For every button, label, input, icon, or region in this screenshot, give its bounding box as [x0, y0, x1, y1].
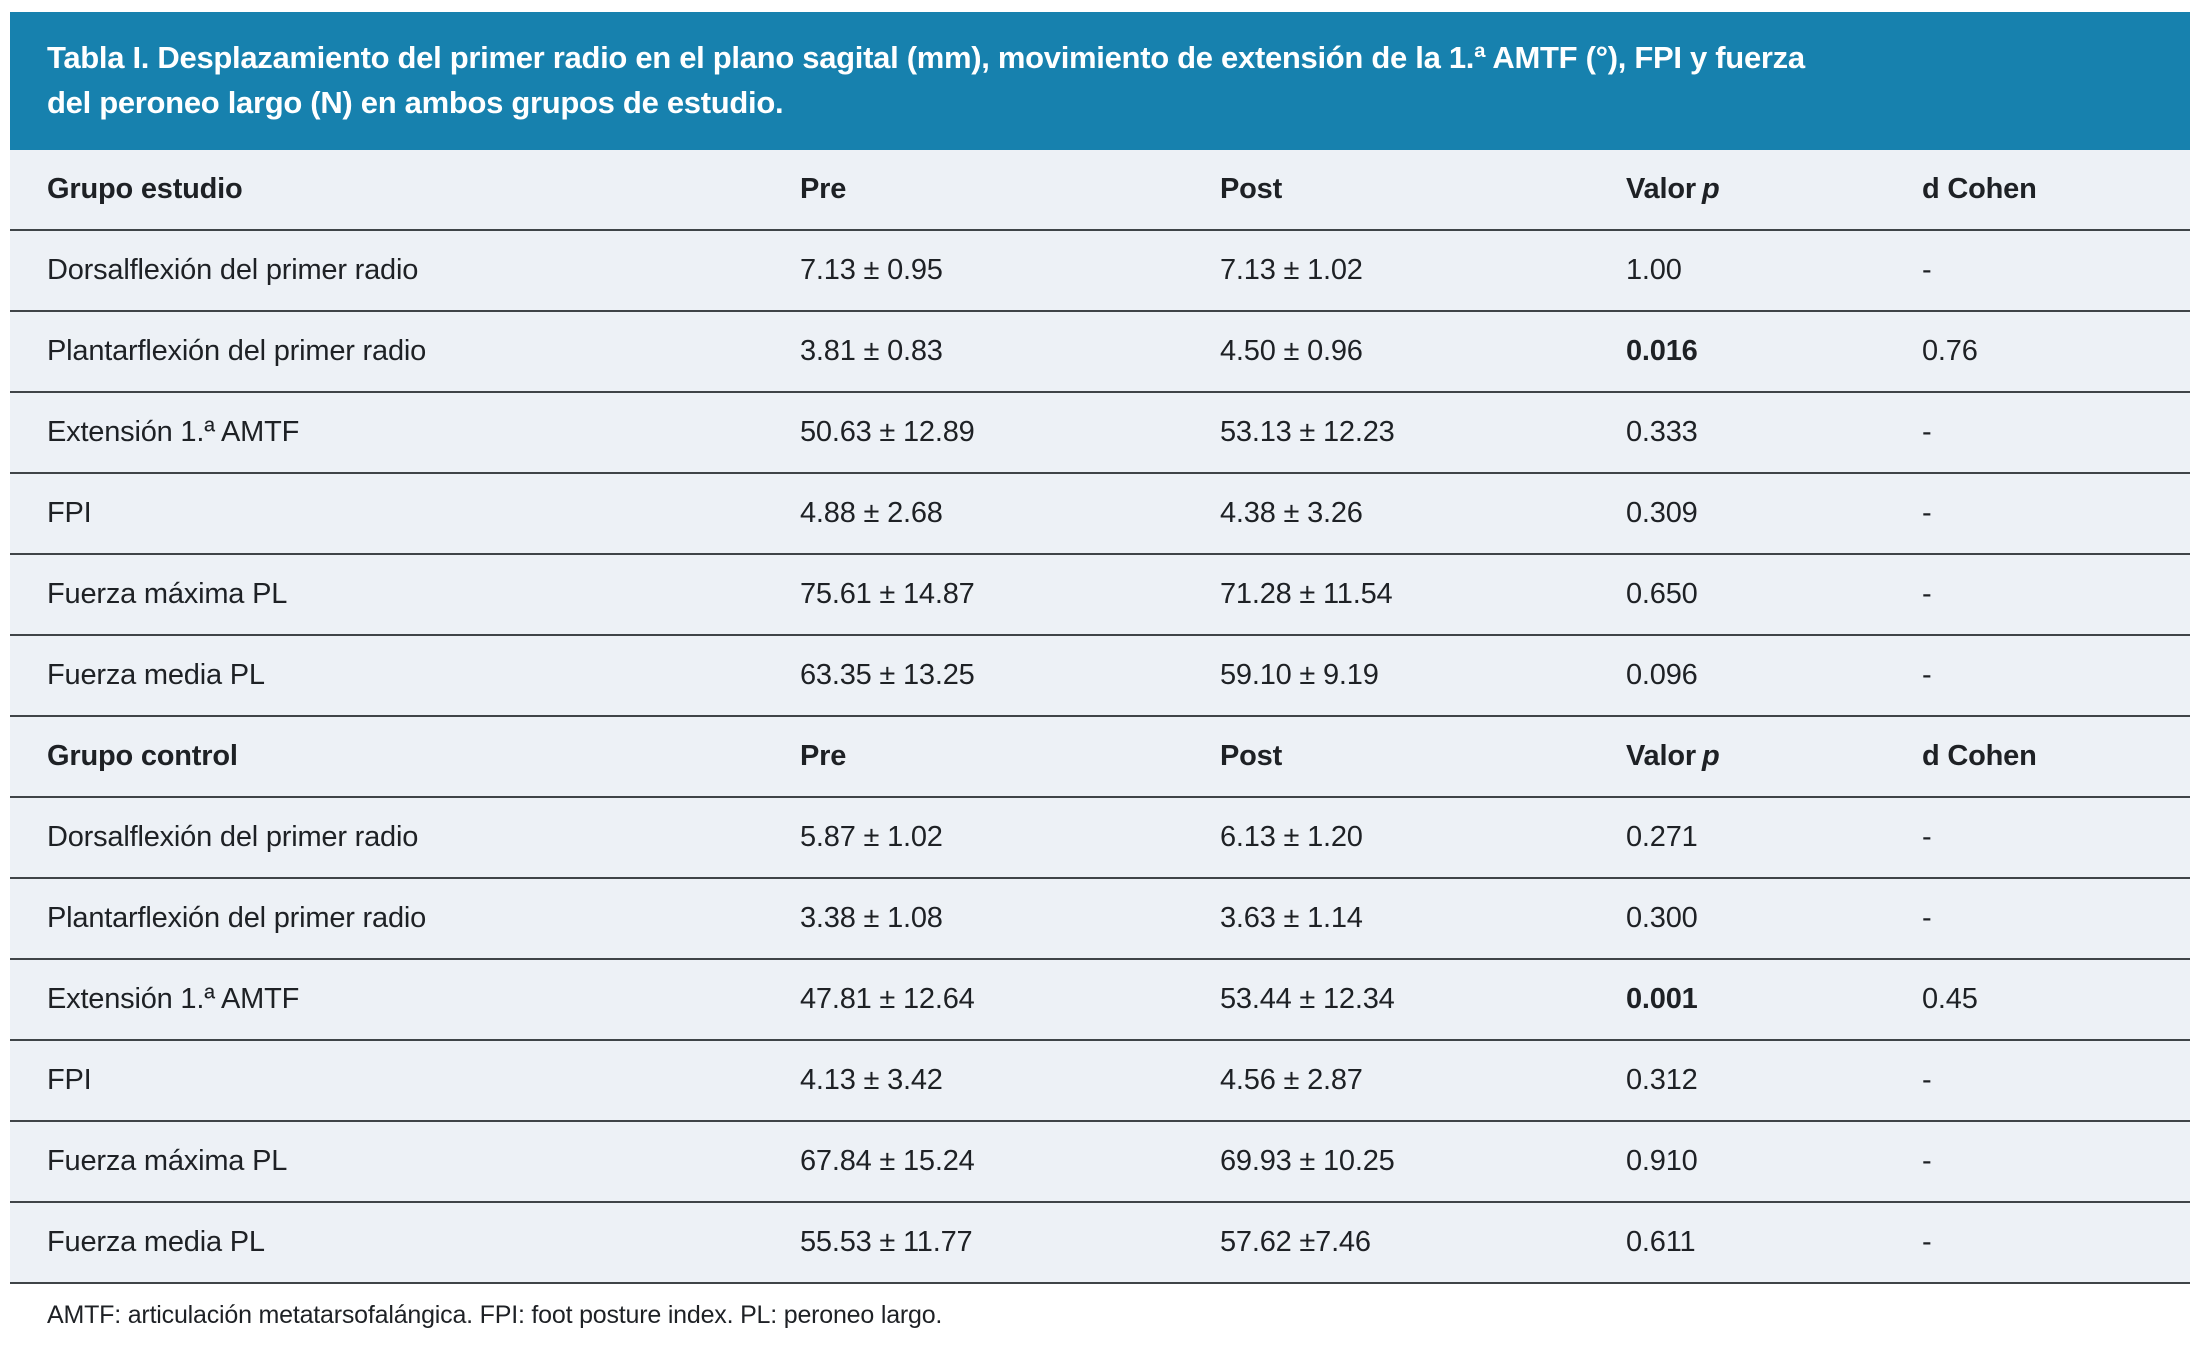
pre-value-cell: 63.35 ± 13.25	[800, 659, 975, 691]
p-value-cell: 0.910	[1626, 1145, 1698, 1177]
table-row: FPI 4.88 ± 2.68 4.38 ± 3.26 0.309 -	[10, 474, 2190, 555]
post-value-cell: 6.13 ± 1.20	[1220, 821, 1363, 853]
variable-name-cell: Extensión 1.ª AMTF	[47, 983, 300, 1015]
col-header-valor-p: Valor p	[1626, 740, 1922, 773]
post-value-cell: 53.13 ± 12.23	[1220, 416, 1395, 448]
table-title-line2: del peroneo largo (N) en ambos grupos de…	[47, 85, 784, 120]
table-row: FPI 4.13 ± 3.42 4.56 ± 2.87 0.312 -	[10, 1041, 2190, 1122]
group-header-row: Grupo control Pre Post Valor p d Cohen	[10, 717, 2190, 798]
variable-name-cell: Dorsalflexión del primer radio	[47, 254, 419, 286]
variable-name-cell: Plantarflexión del primer radio	[47, 902, 427, 934]
col-header-pre: Pre	[800, 740, 847, 772]
table-row: Extensión 1.ª AMTF 47.81 ± 12.64 53.44 ±…	[10, 960, 2190, 1041]
table-title-band: Tabla I. Desplazamiento del primer radio…	[10, 12, 2190, 150]
table-row: Fuerza media PL 55.53 ± 11.77 57.62 ±7.4…	[10, 1203, 2190, 1284]
pre-value-cell: 47.81 ± 12.64	[800, 983, 975, 1015]
variable-name-cell: FPI	[47, 1064, 92, 1096]
variable-name-cell: Fuerza media PL	[47, 659, 265, 691]
col-header-post: Post	[1220, 740, 1283, 772]
d-cohen-value-cell: -	[1922, 902, 1932, 934]
variable-name-cell: Fuerza máxima PL	[47, 578, 288, 610]
p-value-cell: 0.312	[1626, 1064, 1698, 1096]
table-row: Fuerza media PL 63.35 ± 13.25 59.10 ± 9.…	[10, 636, 2190, 717]
pre-value-cell: 67.84 ± 15.24	[800, 1145, 975, 1177]
variable-name-cell: Fuerza media PL	[47, 1226, 265, 1258]
p-value-cell: 0.309	[1626, 497, 1698, 529]
table-row: Fuerza máxima PL 67.84 ± 15.24 69.93 ± 1…	[10, 1122, 2190, 1203]
variable-name-cell: Dorsalflexión del primer radio	[47, 821, 419, 853]
d-cohen-value-cell: -	[1922, 659, 1932, 691]
d-cohen-value-cell: -	[1922, 1064, 1932, 1096]
p-value-cell: 0.016	[1626, 335, 1698, 367]
table-row: Extensión 1.ª AMTF 50.63 ± 12.89 53.13 ±…	[10, 393, 2190, 474]
p-value-cell: 0.300	[1626, 902, 1698, 934]
post-value-cell: 69.93 ± 10.25	[1220, 1145, 1395, 1177]
group-header-row: Grupo estudio Pre Post Valor p d Cohen	[10, 150, 2190, 231]
d-cohen-value-cell: -	[1922, 578, 1932, 610]
p-value-cell: 0.333	[1626, 416, 1698, 448]
d-cohen-value-cell: 0.45	[1922, 983, 1978, 1015]
footnote: AMTF: articulación metatarsofalángica. F…	[47, 1301, 943, 1329]
group-label: Grupo control	[47, 740, 238, 772]
group-label: Grupo estudio	[47, 173, 243, 205]
post-value-cell: 4.56 ± 2.87	[1220, 1064, 1363, 1096]
table-row: Plantarflexión del primer radio 3.81 ± 0…	[10, 312, 2190, 393]
p-value-cell: 0.001	[1626, 983, 1698, 1015]
post-value-cell: 59.10 ± 9.19	[1220, 659, 1379, 691]
col-header-valor-p: Valor p	[1626, 173, 1922, 206]
variable-name-cell: Plantarflexión del primer radio	[47, 335, 427, 367]
table-row: Dorsalflexión del primer radio 7.13 ± 0.…	[10, 231, 2190, 312]
pre-value-cell: 3.38 ± 1.08	[800, 902, 943, 934]
p-value-cell: 0.271	[1626, 821, 1698, 853]
p-value-cell: 0.650	[1626, 578, 1698, 610]
p-value-cell: 0.611	[1626, 1226, 1696, 1258]
d-cohen-value-cell: 0.76	[1922, 335, 1978, 367]
variable-name-cell: Fuerza máxima PL	[47, 1145, 288, 1177]
table-row: Dorsalflexión del primer radio 5.87 ± 1.…	[10, 798, 2190, 879]
post-value-cell: 4.38 ± 3.26	[1220, 497, 1363, 529]
col-header-pre: Pre	[800, 173, 847, 205]
variable-name-cell: FPI	[47, 497, 92, 529]
d-cohen-value-cell: -	[1922, 416, 1932, 448]
table-row: Plantarflexión del primer radio 3.38 ± 1…	[10, 879, 2190, 960]
p-symbol: p	[1701, 740, 1720, 772]
d-cohen-value-cell: -	[1922, 1145, 1932, 1177]
col-header-d-cohen: d Cohen	[1922, 173, 2037, 205]
d-cohen-value-cell: -	[1922, 821, 1932, 853]
pre-value-cell: 4.13 ± 3.42	[800, 1064, 943, 1096]
col-header-d-cohen: d Cohen	[1922, 740, 2037, 772]
pre-value-cell: 5.87 ± 1.02	[800, 821, 943, 853]
pre-value-cell: 50.63 ± 12.89	[800, 416, 975, 448]
variable-name-cell: Extensión 1.ª AMTF	[47, 416, 300, 448]
post-value-cell: 7.13 ± 1.02	[1220, 254, 1363, 286]
table-title-line1: Tabla I. Desplazamiento del primer radio…	[47, 40, 1805, 75]
pre-value-cell: 4.88 ± 2.68	[800, 497, 943, 529]
post-value-cell: 3.63 ± 1.14	[1220, 902, 1363, 934]
d-cohen-value-cell: -	[1922, 254, 1932, 286]
pre-value-cell: 75.61 ± 14.87	[800, 578, 975, 610]
post-value-cell: 57.62 ±7.46	[1220, 1226, 1371, 1258]
pre-value-cell: 7.13 ± 0.95	[800, 254, 943, 286]
pre-value-cell: 55.53 ± 11.77	[800, 1226, 973, 1258]
p-value-cell: 0.096	[1626, 659, 1698, 691]
p-value-cell: 1.00	[1626, 254, 1682, 286]
post-value-cell: 4.50 ± 0.96	[1220, 335, 1363, 367]
pre-value-cell: 3.81 ± 0.83	[800, 335, 943, 367]
valor-label: Valor	[1626, 740, 1696, 772]
valor-label: Valor	[1626, 173, 1696, 205]
post-value-cell: 71.28 ± 11.54	[1220, 578, 1393, 610]
table-row: Fuerza máxima PL 75.61 ± 14.87 71.28 ± 1…	[10, 555, 2190, 636]
post-value-cell: 53.44 ± 12.34	[1220, 983, 1395, 1015]
d-cohen-value-cell: -	[1922, 1226, 1932, 1258]
data-table: Grupo estudio Pre Post Valor p d Cohen Do…	[10, 150, 2190, 1284]
col-header-post: Post	[1220, 173, 1283, 205]
p-symbol: p	[1701, 173, 1720, 205]
d-cohen-value-cell: -	[1922, 497, 1932, 529]
